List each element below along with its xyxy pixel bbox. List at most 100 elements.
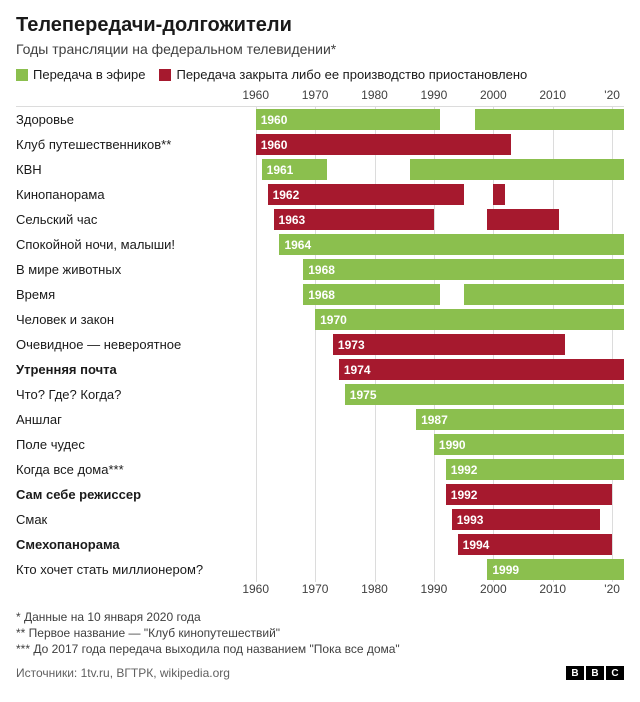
show-track: 1987 — [226, 407, 624, 432]
axis-tick: '20 — [604, 88, 620, 102]
segment: 1975 — [345, 384, 624, 405]
segment: 1961 — [262, 159, 327, 180]
segment — [487, 209, 558, 230]
show-track: 1973 — [226, 332, 624, 357]
segment: 1987 — [416, 409, 624, 430]
chart-subtitle: Годы трансляции на федеральном телевиден… — [16, 41, 624, 57]
table-row: КВН 1961 — [16, 157, 624, 182]
axis-tick: 2000 — [480, 88, 507, 102]
table-row: Аншлаг1987 — [16, 407, 624, 432]
axis-bottom: 196019701980199020002010'20 — [16, 582, 624, 600]
show-label: Смак — [16, 507, 226, 532]
chart: 196019701980199020002010'20 Здоровье1960… — [16, 88, 624, 600]
segment: 1962 — [268, 184, 464, 205]
show-label: Сельский час — [16, 207, 226, 232]
show-track: 1964 — [226, 232, 624, 257]
axis-tick: 2010 — [539, 582, 566, 596]
segment — [493, 184, 505, 205]
show-label: Время — [16, 282, 226, 307]
show-track: 1968 — [226, 282, 624, 307]
segment: 1994 — [458, 534, 612, 555]
show-track: 1960 — [226, 132, 624, 157]
table-row: Клуб путешественников** 1960 — [16, 132, 624, 157]
table-row: Что? Где? Когда? 1975 — [16, 382, 624, 407]
show-track: 1993 — [226, 507, 624, 532]
chart-title: Телепередачи-долгожители — [16, 14, 624, 37]
segment — [464, 284, 624, 305]
show-label: Что? Где? Когда? — [16, 382, 226, 407]
axis-tick: 2000 — [480, 582, 507, 596]
footnote: * Данные на 10 января 2020 года — [16, 610, 624, 624]
show-track: 1992 — [226, 482, 624, 507]
table-row: Здоровье 1960 — [16, 107, 624, 132]
footnote: ** Первое название — "Клуб кинопутешеств… — [16, 626, 624, 640]
show-label: КВН — [16, 157, 226, 182]
segment: 1963 — [274, 209, 434, 230]
show-label: Кто хочет стать миллионером? — [16, 557, 226, 582]
show-label: Человек и закон — [16, 307, 226, 332]
chart-rows: Здоровье1960Клуб путешественников**1960К… — [16, 106, 624, 582]
table-row: Сам себе режиссер1992 — [16, 482, 624, 507]
footer: Источники: 1tv.ru, ВГТРК, wikipedia.org … — [16, 666, 624, 680]
axis-top: 1960 1970 1980 1990 2000 2010 '20 — [16, 88, 624, 106]
show-label: Здоровье — [16, 107, 226, 132]
table-row: Утренняя почта1974 — [16, 357, 624, 382]
segment — [410, 159, 624, 180]
table-row: Смехопанорама 1994 — [16, 532, 624, 557]
segment — [475, 109, 624, 130]
axis-tick: 2010 — [539, 88, 566, 102]
legend-label-on-air: Передача в эфире — [33, 67, 145, 82]
footnote: *** До 2017 года передача выходила под н… — [16, 642, 624, 656]
segment: 1968 — [303, 284, 440, 305]
table-row: Смак1993 — [16, 507, 624, 532]
axis-tick: 1990 — [421, 88, 448, 102]
show-label: Сам себе режиссер — [16, 482, 226, 507]
segment: 1960 — [256, 134, 511, 155]
table-row: Кто хочет стать миллионером? 1999 — [16, 557, 624, 582]
show-track: 1994 — [226, 532, 624, 557]
legend: Передача в эфире Передача закрыта либо е… — [16, 67, 624, 82]
table-row: Человек и закон1970 — [16, 307, 624, 332]
table-row: Очевидное — невероятное1973 — [16, 332, 624, 357]
show-label: Смехопанорама — [16, 532, 226, 557]
show-track: 1961 — [226, 157, 624, 182]
show-label: Очевидное — невероятное — [16, 332, 226, 357]
table-row: Сельский час 1963 — [16, 207, 624, 232]
axis-tick: 1970 — [302, 88, 329, 102]
show-label: Клуб путешественников** — [16, 132, 226, 157]
axis-tick: '20 — [604, 582, 620, 596]
show-track: 1990 — [226, 432, 624, 457]
show-track: 1960 — [226, 107, 624, 132]
show-track: 1974 — [226, 357, 624, 382]
show-track: 1963 — [226, 207, 624, 232]
show-track: 1992 — [226, 457, 624, 482]
bbc-logo: BBC — [566, 666, 624, 680]
table-row: Время 1968 — [16, 282, 624, 307]
show-label: Кинопанорама — [16, 182, 226, 207]
segment: 1999 — [487, 559, 624, 580]
segment: 1992 — [446, 459, 624, 480]
show-label: Спокойной ночи, малыши! — [16, 232, 226, 257]
legend-closed: Передача закрыта либо ее производство пр… — [159, 67, 527, 82]
table-row: Поле чудес1990 — [16, 432, 624, 457]
axis-tick: 1980 — [361, 88, 388, 102]
legend-swatch-on-air — [16, 69, 28, 81]
show-track: 1968 — [226, 257, 624, 282]
table-row: В мире животных1968 — [16, 257, 624, 282]
axis-tick: 1970 — [302, 582, 329, 596]
footnotes: * Данные на 10 января 2020 года ** Первое… — [16, 610, 624, 656]
axis-tick: 1980 — [361, 582, 388, 596]
table-row: Спокойной ночи, малыши! 1964 — [16, 232, 624, 257]
axis-tick: 1960 — [242, 88, 269, 102]
segment: 1964 — [279, 234, 624, 255]
table-row: Кинопанорама 1962 — [16, 182, 624, 207]
show-track: 1970 — [226, 307, 624, 332]
legend-on-air: Передача в эфире — [16, 67, 145, 82]
show-track: 1975 — [226, 382, 624, 407]
segment: 1968 — [303, 259, 624, 280]
legend-swatch-closed — [159, 69, 171, 81]
segment: 1960 — [256, 109, 440, 130]
show-label: Утренняя почта — [16, 357, 226, 382]
sources: Источники: 1tv.ru, ВГТРК, wikipedia.org — [16, 666, 230, 680]
show-track: 1999 — [226, 557, 624, 582]
